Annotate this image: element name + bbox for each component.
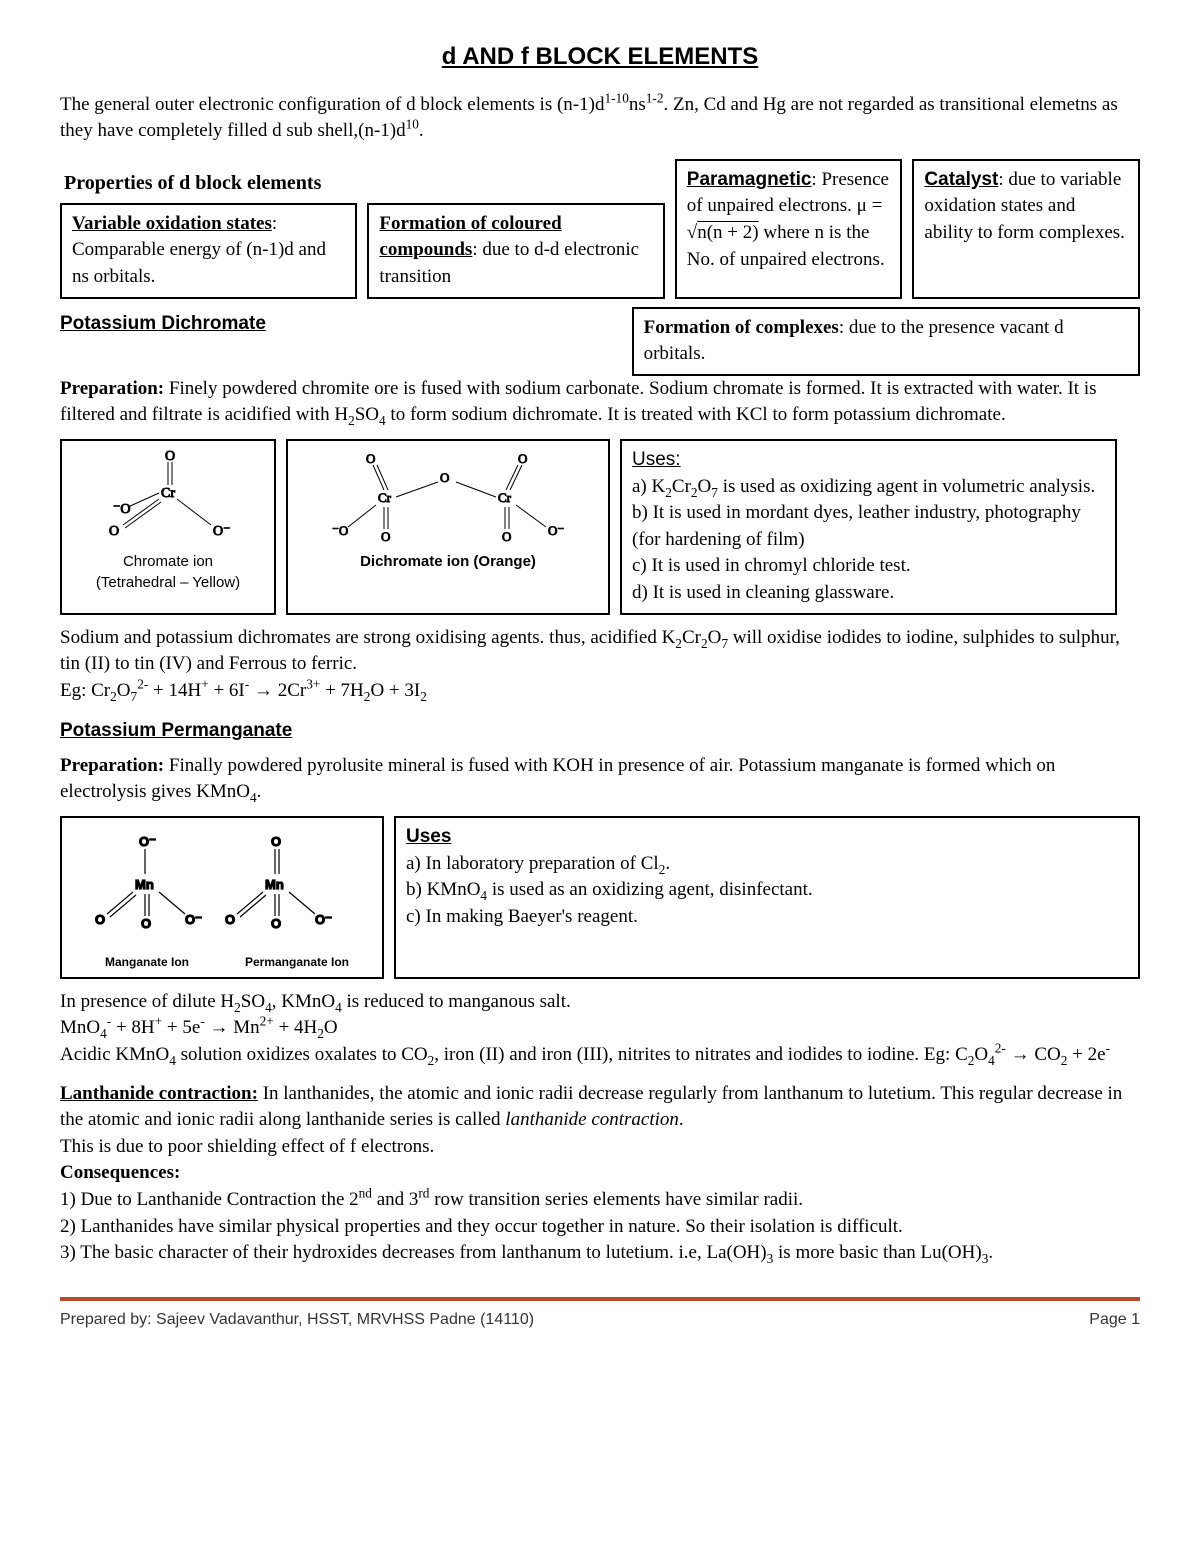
- svg-text:O⁻: O⁻: [139, 834, 156, 849]
- dichromate-oxidising: Sodium and potassium dichromates are str…: [60, 625, 1140, 705]
- svg-text:⁻O: ⁻O: [332, 523, 348, 538]
- svg-text:O⁻: O⁻: [548, 523, 564, 538]
- svg-text:Cr: Cr: [378, 490, 392, 505]
- svg-text:Cr: Cr: [161, 486, 175, 501]
- svg-text:Mn: Mn: [135, 877, 154, 892]
- manganate-label: Manganate Ion: [72, 954, 222, 971]
- svg-text:⁻O: ⁻O: [113, 502, 131, 517]
- svg-text:Mn: Mn: [265, 877, 284, 892]
- svg-text:O: O: [271, 834, 281, 849]
- box-catalyst: Catalyst: due to variable oxidation stat…: [912, 159, 1140, 299]
- page-title: d AND f BLOCK ELEMENTS: [60, 40, 1140, 74]
- svg-text:O: O: [381, 529, 390, 544]
- box-formation-complexes: Formation of complexes: due to the prese…: [632, 307, 1140, 376]
- svg-text:O: O: [440, 470, 449, 485]
- svg-text:O: O: [366, 451, 375, 466]
- footer-right: Page 1: [1089, 1309, 1140, 1331]
- svg-text:O: O: [95, 912, 105, 927]
- svg-text:O: O: [141, 916, 151, 931]
- dichromate-uses-box: Uses: a) K2Cr2O7 is used as oxidizing ag…: [620, 439, 1117, 615]
- dichromate-caption: Dichromate ion (Orange): [298, 551, 598, 572]
- svg-text:O⁻: O⁻: [185, 912, 202, 927]
- permanganate-heading: Potassium Permanganate: [60, 718, 1140, 745]
- intro-paragraph: The general outer electronic configurati…: [60, 92, 1140, 145]
- box-coloured-compounds: Formation of coloured compounds: due to …: [367, 203, 664, 299]
- dichromate-preparation: Preparation: Finely powdered chromite or…: [60, 376, 1140, 429]
- permanganate-label: Permanganate Ion: [222, 954, 372, 971]
- permanganate-reduction: In presence of dilute H2SO4, KMnO4 is re…: [60, 989, 1140, 1069]
- svg-text:O: O: [518, 451, 527, 466]
- properties-row: Properties of d block elements Variable …: [60, 159, 1140, 299]
- box-paramagnetic: Paramagnetic: Presence of unpaired elect…: [675, 159, 903, 299]
- svg-text:O: O: [225, 912, 235, 927]
- chromate-diagram-box: Cr O O O⁻ ⁻O Chromate ion (Tetrahedral –…: [60, 439, 276, 615]
- chromate-caption: Chromate ion (Tetrahedral – Yellow): [72, 551, 264, 593]
- dichromate-diagram-box: Cr O ⁻O O O Cr O O O⁻ Dichromate ion (Or…: [286, 439, 610, 615]
- properties-heading: Properties of d block elements: [64, 169, 665, 197]
- svg-text:O: O: [165, 449, 175, 464]
- svg-text:Cr: Cr: [498, 490, 512, 505]
- lanthanide-contraction: Lanthanide contraction: In lanthanides, …: [60, 1081, 1140, 1161]
- permanganate-uses-box: Uses a) In laboratory preparation of Cl2…: [394, 816, 1140, 979]
- permanganate-preparation: Preparation: Finally powdered pyrolusite…: [60, 753, 1140, 806]
- page-footer: Prepared by: Sajeev Vadavanthur, HSST, M…: [60, 1297, 1140, 1331]
- svg-text:O⁻: O⁻: [213, 524, 231, 539]
- dichromate-heading: Potassium Dichromate: [60, 311, 622, 338]
- svg-text:O: O: [271, 916, 281, 931]
- svg-text:O: O: [109, 524, 119, 539]
- consequences: Consequences: 1) Due to Lanthanide Contr…: [60, 1160, 1140, 1266]
- svg-text:O⁻: O⁻: [315, 912, 332, 927]
- box-variable-oxidation: Variable oxidation states: Comparable en…: [60, 203, 357, 299]
- manganate-diagram-box: Mn O⁻ O O O⁻ Mn O O O O⁻ Mangana: [60, 816, 384, 979]
- svg-text:O: O: [502, 529, 511, 544]
- footer-left: Prepared by: Sajeev Vadavanthur, HSST, M…: [60, 1309, 534, 1331]
